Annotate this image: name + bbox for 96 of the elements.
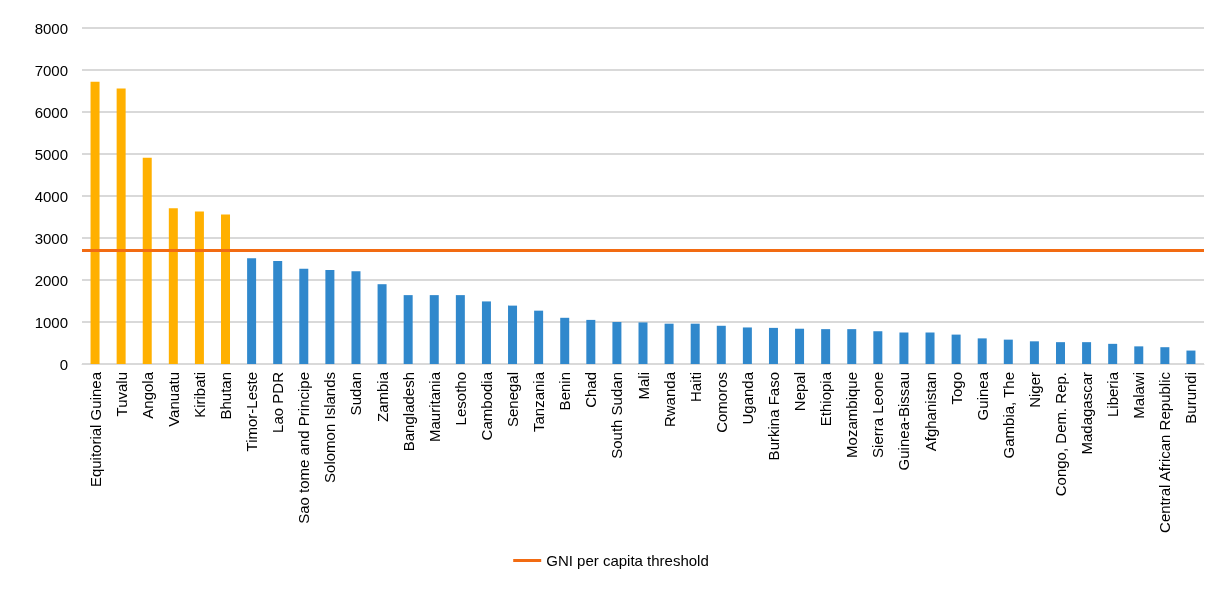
bar bbox=[716, 325, 726, 364]
bar bbox=[1055, 342, 1065, 364]
bar bbox=[116, 88, 126, 364]
x-tick-label: Madagascar bbox=[1078, 372, 1096, 455]
bar bbox=[977, 338, 987, 364]
x-tick-label: Uganda bbox=[738, 371, 756, 425]
y-tick-label: 8000 bbox=[34, 19, 68, 37]
x-tick-label: Equitorial Guinea bbox=[86, 371, 104, 488]
bar bbox=[768, 327, 778, 364]
x-tick-label: Cambodia bbox=[477, 371, 495, 441]
x-tick-label: Kiribati bbox=[190, 372, 208, 418]
bar bbox=[481, 301, 491, 364]
y-tick-label: 4000 bbox=[34, 187, 68, 205]
x-tick-label: Nepal bbox=[791, 372, 809, 412]
x-tick-label: Burkina Faso bbox=[764, 372, 782, 461]
bar bbox=[638, 322, 648, 364]
bar bbox=[1029, 341, 1039, 364]
x-tick-label: Rwanda bbox=[660, 371, 678, 428]
bar bbox=[194, 211, 204, 364]
y-tick-label: 1000 bbox=[34, 313, 68, 331]
bar bbox=[325, 269, 335, 364]
y-tick-label: 7000 bbox=[34, 61, 68, 79]
x-tick-label: Ethiopia bbox=[817, 371, 835, 427]
bar bbox=[221, 214, 231, 364]
bar bbox=[690, 323, 700, 364]
bar bbox=[168, 208, 178, 364]
x-tick-label: South Sudan bbox=[608, 372, 626, 459]
bar bbox=[742, 327, 752, 364]
x-tick-label: Solomon Islands bbox=[321, 372, 339, 483]
x-tick-label: Togo bbox=[947, 372, 965, 405]
x-tick-label: Bhutan bbox=[217, 372, 235, 420]
y-tick-label: 5000 bbox=[34, 145, 68, 163]
x-tick-label: Congo, Dem. Rep. bbox=[1051, 372, 1069, 497]
bar bbox=[508, 305, 518, 364]
x-tick-label: Niger bbox=[1025, 372, 1043, 408]
bar bbox=[847, 329, 857, 364]
x-tick-label: Mauritania bbox=[425, 371, 443, 443]
x-tick-label: Gambia, The bbox=[999, 372, 1017, 459]
x-tick-label: Bangladesh bbox=[399, 372, 417, 452]
x-tick-label: Malawi bbox=[1130, 372, 1148, 419]
x-tick-label: Guinea bbox=[973, 371, 991, 421]
x-tick-label: Guinea-Bissau bbox=[895, 372, 913, 471]
x-tick-label: Benin bbox=[556, 372, 574, 411]
x-tick-label: Angola bbox=[138, 371, 156, 419]
bar bbox=[873, 331, 883, 364]
bar bbox=[1186, 350, 1196, 364]
bar bbox=[925, 332, 935, 364]
x-tick-label: Sudan bbox=[347, 372, 365, 416]
x-tick-label: Vanuatu bbox=[164, 372, 182, 427]
bar bbox=[1003, 339, 1013, 364]
bar bbox=[247, 258, 257, 364]
x-tick-label: Timor-Leste bbox=[243, 372, 261, 452]
x-tick-label: Afghanistan bbox=[921, 372, 939, 452]
bar bbox=[664, 323, 674, 364]
bar bbox=[612, 322, 622, 364]
x-tick-label: Sierra Leone bbox=[869, 372, 887, 458]
bar bbox=[351, 271, 361, 364]
y-tick-label: 2000 bbox=[34, 271, 68, 289]
x-tick-label: Haiti bbox=[686, 372, 704, 403]
bar bbox=[1082, 342, 1092, 364]
bar bbox=[429, 295, 439, 364]
x-tick-label: Zambia bbox=[373, 371, 391, 423]
bar bbox=[273, 261, 283, 364]
x-tick-label: Tuvalu bbox=[112, 372, 130, 417]
bar bbox=[1134, 346, 1144, 364]
bar bbox=[795, 328, 805, 364]
x-tick-label: Tanzania bbox=[530, 371, 548, 433]
x-tick-label: Senegal bbox=[504, 372, 522, 428]
bar bbox=[403, 295, 413, 364]
bar bbox=[586, 319, 596, 364]
x-tick-label: Central African Republic bbox=[1156, 371, 1174, 533]
x-tick-label: Chad bbox=[582, 372, 600, 408]
x-tick-label: Mozambique bbox=[843, 372, 861, 458]
x-tick-label: Comoros bbox=[712, 372, 730, 433]
x-tick-label: Sao tome and Principe bbox=[295, 372, 313, 524]
x-tick-label: Burundi bbox=[1182, 372, 1200, 424]
bar bbox=[534, 310, 544, 364]
y-tick-label: 6000 bbox=[34, 103, 68, 121]
bar bbox=[821, 329, 831, 364]
bar bbox=[951, 334, 961, 364]
y-tick-label: 0 bbox=[59, 355, 68, 373]
x-tick-label: Mali bbox=[634, 372, 652, 400]
legend-label: GNI per capita threshold bbox=[546, 552, 709, 569]
y-tick-label: 3000 bbox=[34, 229, 68, 247]
bar bbox=[560, 317, 570, 364]
bar bbox=[299, 268, 309, 364]
x-tick-label: Liberia bbox=[1104, 371, 1122, 418]
bar bbox=[1108, 343, 1118, 364]
bar bbox=[1160, 347, 1170, 364]
bar bbox=[142, 157, 152, 364]
bar bbox=[90, 81, 100, 364]
bar bbox=[899, 332, 909, 364]
bar bbox=[455, 295, 465, 364]
x-tick-label: Lao PDR bbox=[269, 371, 287, 433]
x-tick-label: Lesotho bbox=[451, 372, 469, 426]
bar bbox=[377, 284, 387, 364]
